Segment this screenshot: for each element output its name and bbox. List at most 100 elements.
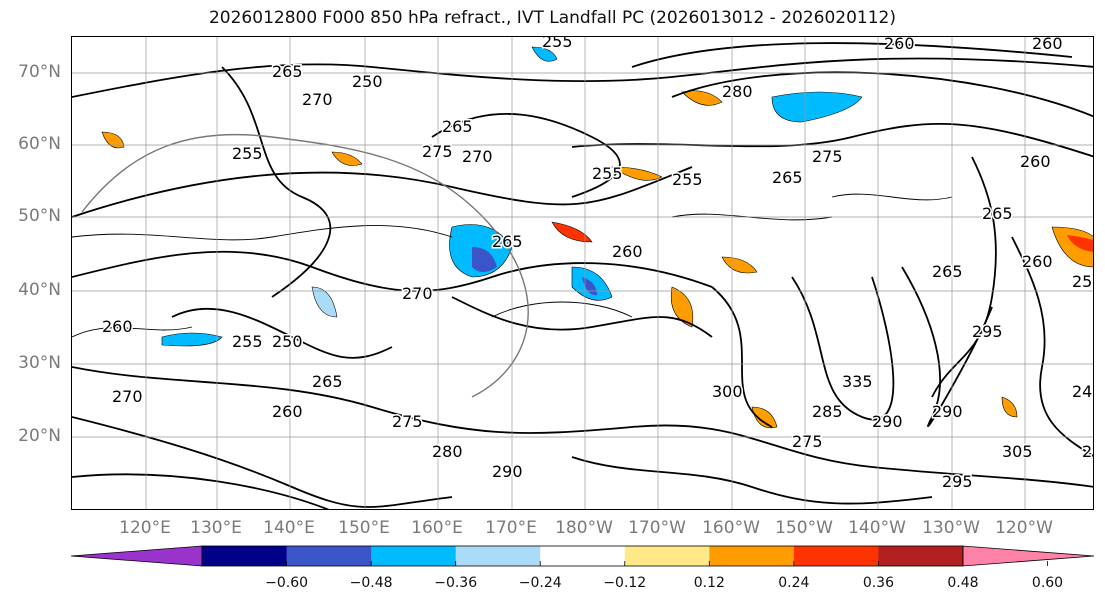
contour-label: 275 (392, 412, 423, 431)
contour-label: 290 (872, 412, 903, 431)
contour-label: 260 (884, 37, 915, 53)
contour-label: 295 (972, 322, 1003, 341)
map-canvas: 255 260 260 265 270 250 255 265 275 270 255 255 265 2… (72, 37, 1094, 509)
contour-label: 285 (812, 402, 843, 421)
longitude-tick-label: 170°E (485, 518, 537, 538)
longitude-tick-label: 160°E (411, 518, 463, 538)
contour-label: 270 (402, 284, 433, 303)
refractivity-shading (101, 46, 1093, 429)
contour-label: 255 (1072, 272, 1094, 291)
contour-label: 265 (442, 117, 473, 136)
contour-line (631, 42, 1073, 68)
colorbar-tick-label: 0.48 (947, 575, 979, 591)
colorbar-segment (793, 546, 879, 566)
great-circle-arc (81, 133, 529, 398)
contour-line (72, 366, 1093, 488)
latitude-tick-label: 30°N (18, 353, 61, 373)
contour-label: 300 (712, 382, 743, 401)
latitude-tick-label: 50°N (18, 206, 61, 226)
contour-label: 265 (492, 232, 523, 251)
shade-orange-patch (101, 131, 125, 149)
contour-line (571, 456, 933, 505)
contour-label: 260 (1032, 37, 1063, 53)
colorbar-tick-label: −0.24 (518, 575, 562, 591)
contour-line (72, 166, 693, 218)
longitude-tick-label: 130°W (922, 518, 980, 538)
contour-label: 255 (542, 37, 573, 51)
contour-line (72, 473, 330, 509)
colorbar-tick-label: −0.60 (265, 575, 309, 591)
contour-label: 245 (1072, 382, 1094, 401)
contour-label: 280 (432, 442, 463, 461)
contour-label: 275 (792, 432, 823, 451)
longitude-tick-label: 160°W (702, 518, 760, 538)
contour-label: 255 (232, 144, 263, 163)
shade-blue-patch (531, 46, 558, 62)
colorbar-outline (201, 545, 964, 567)
contour-line (711, 286, 773, 428)
contour-line (831, 193, 953, 201)
contour-line (72, 57, 1093, 98)
map-title: 2026012800 F000 850 hPa refract., IVT La… (208, 8, 896, 28)
colorbar-tick-label: 0.60 (1031, 575, 1064, 591)
contour-label: 255 (672, 170, 703, 189)
contour-line (72, 326, 193, 338)
shade-orange-patch (681, 90, 723, 106)
contour-label: 265 (932, 262, 963, 281)
contour-line (72, 225, 453, 241)
latitude-tick-label: 40°N (18, 280, 61, 300)
shade-orange-patch (1001, 396, 1018, 418)
longitude-tick-label: 150°W (775, 518, 833, 538)
shade-blue-patch (161, 332, 223, 347)
contour-line (72, 416, 453, 508)
colorbar-extend-max (962, 545, 1094, 567)
shade-orange-patch (751, 406, 778, 429)
colorbar-tick-label: 0.24 (778, 575, 810, 591)
contour-label: 265 (272, 62, 303, 81)
shade-red-patch (551, 221, 593, 243)
longitude-tick-label: 170°W (628, 518, 686, 538)
shade-lightblue-patch (311, 286, 338, 318)
contour-label: 255 (592, 164, 623, 183)
contour-line (901, 266, 993, 427)
latitude-tick-label: 70°N (18, 62, 61, 82)
shade-orange-patch (670, 286, 694, 328)
longitude-tick-label: 130°E (190, 518, 242, 538)
contour-labels: 255 260 260 265 270 250 255 265 275 270 255 255 265 2… (101, 37, 1094, 493)
longitude-tick-label: 150°E (338, 518, 390, 538)
graticule (72, 37, 1093, 509)
map-panel[interactable]: 255 260 260 265 270 250 255 265 275 270 255 255 265 2… (71, 36, 1094, 510)
colorbar-tick-label: 0.36 (862, 575, 894, 591)
colorbar-segment (286, 546, 372, 566)
colorbar-segment (878, 546, 964, 566)
refractivity-contours (72, 42, 1093, 509)
shade-orange-patch (611, 166, 663, 181)
contour-line (1011, 236, 1093, 457)
colorbar-segment (371, 546, 457, 566)
latitude-tick-label: 60°N (18, 134, 61, 154)
contour-label: 270 (462, 147, 493, 166)
longitude-tick-label: 120°W (995, 518, 1053, 538)
longitude-tick-label: 140°E (263, 518, 315, 538)
longitude-tick-label: 120°E (119, 518, 171, 538)
shade-orange-patch (331, 151, 363, 166)
shade-darkblue-patch (472, 247, 497, 272)
contour-label: 280 (722, 82, 753, 101)
contour-line (221, 66, 332, 298)
contour-line (571, 123, 1093, 158)
colorbar-segment (455, 546, 541, 566)
colorbar-segment (709, 546, 795, 566)
colorbar-tick-label: −0.36 (434, 575, 478, 591)
colorbar-tick-label: −0.48 (349, 575, 393, 591)
contour-line (451, 296, 713, 338)
shade-orange-patch (721, 256, 758, 274)
contour-line (931, 156, 997, 398)
shade-darkblue-patch (582, 277, 597, 296)
contour-line (431, 113, 621, 198)
colorbar-segment (202, 546, 288, 566)
contour-label: 275 (1082, 442, 1094, 461)
colorbar-tick-label: 0.12 (693, 575, 725, 591)
contour-label: 270 (302, 90, 333, 109)
contour-label: 260 (1022, 252, 1053, 271)
contour-label: 260 (272, 402, 303, 421)
